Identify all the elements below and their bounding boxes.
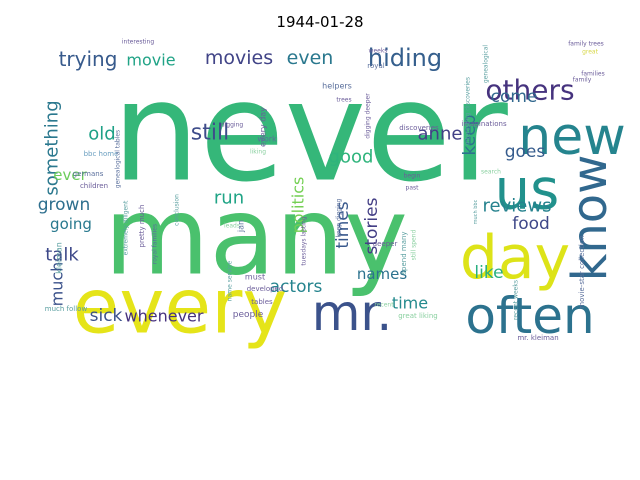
word-stories: stories — [362, 197, 382, 254]
chart-title: 1944-01-28 — [276, 13, 364, 31]
word-us: us — [495, 158, 560, 223]
word-keep-digging: keep digging — [336, 198, 343, 237]
word-grown: grown — [38, 195, 91, 215]
word-goes: goes — [505, 142, 546, 162]
word-like: like — [474, 263, 503, 283]
word-time: time — [392, 294, 428, 313]
word-interesting-discoveries: interesting discoveries — [465, 77, 472, 145]
word-past: past — [406, 185, 420, 192]
word-movie: movie — [126, 51, 175, 70]
word-sick: sick — [90, 306, 123, 326]
word-liking: liking — [250, 149, 266, 156]
word-movie-star-collection: movie-star collection — [578, 235, 586, 308]
word-keep: keep — [460, 115, 480, 156]
word-search: search — [481, 169, 501, 176]
word-even: even — [287, 47, 334, 69]
word-every-day: every day — [259, 107, 268, 147]
word-times: times — [333, 201, 353, 248]
word-family-trees: family trees — [568, 41, 604, 48]
word-families: families — [581, 71, 604, 78]
word-helpers: helpers — [322, 82, 352, 91]
word-pretty-much: pretty much — [138, 205, 146, 248]
word-discoveries: discoveries — [399, 124, 439, 132]
word-name-service: name service — [227, 260, 234, 301]
word-anne: anne — [418, 124, 463, 145]
word-trying: trying — [59, 47, 118, 71]
word-trees: trees — [336, 97, 351, 104]
word-kleiman: kleiman — [55, 242, 64, 274]
word-know: know — [562, 155, 618, 282]
word-every: every — [73, 262, 288, 351]
word-tuesdays-lasting: tuesdays lasting — [301, 216, 308, 265]
word-names: names — [357, 265, 408, 283]
word-movies: movies — [205, 47, 273, 69]
word-jan: jan — [237, 220, 246, 233]
word-extremely-diligent: extremely diligent — [123, 200, 130, 255]
word-day: day — [460, 223, 570, 293]
word-much-follow: much follow — [45, 305, 88, 313]
word-much-bbc: much bbc — [473, 199, 479, 224]
word-recent-weeks: recent weeks — [513, 280, 520, 320]
word-interesting: interesting — [122, 39, 154, 46]
word-come: come — [491, 87, 538, 107]
word-must: must — [245, 273, 265, 282]
word-new: new — [518, 107, 625, 167]
word-actors: actors — [270, 277, 323, 297]
word-often: often — [465, 287, 594, 345]
word-politics: politics — [289, 177, 308, 234]
word-others: others — [485, 74, 574, 107]
word-children: children — [80, 182, 108, 190]
word-genealogical: genealogical — [483, 45, 490, 83]
word-something: something — [42, 100, 63, 195]
word-mr-kleiman: mr. kleiman — [517, 334, 558, 342]
word-great-liking: great liking — [398, 312, 438, 320]
word-many: many — [104, 175, 408, 300]
word-great: great — [582, 49, 599, 56]
word-spend-many: spend many — [400, 231, 408, 274]
word-old: old — [88, 124, 115, 145]
word-still-spend: still spend — [411, 229, 418, 260]
word-hiding: hiding — [368, 44, 442, 72]
word-run: run — [214, 188, 244, 209]
word-work: work — [257, 135, 277, 144]
word-deeper: deeper — [373, 240, 398, 248]
word-going: going — [50, 215, 92, 233]
word-begin: begin — [404, 173, 421, 180]
word-weeks: weeks — [369, 48, 388, 55]
word-ever: ever — [53, 166, 87, 184]
word-people: people — [233, 310, 264, 320]
word-germans: germans — [73, 170, 104, 178]
word-royal: royal — [367, 62, 384, 70]
word-talk: talk — [45, 245, 79, 266]
word-family: family — [573, 77, 592, 84]
word-food: food — [512, 214, 550, 234]
word-recent: recent — [374, 302, 394, 309]
word-tables: tables — [251, 298, 273, 306]
word-conclusion: conclusion — [174, 194, 181, 226]
word-still: still — [191, 121, 229, 146]
word-imaginations: imaginations — [461, 120, 507, 128]
word-leads: leads — [224, 223, 240, 230]
word-whenever: whenever — [125, 307, 204, 326]
word-digging: digging — [221, 122, 244, 129]
word-much: much — [48, 262, 67, 307]
word-digging-deeper: digging deeper — [365, 93, 372, 139]
word-never: never — [112, 52, 508, 213]
word-developed: developed — [247, 285, 284, 293]
word-good: good — [329, 147, 374, 168]
word-bbc-home: bbc home — [84, 150, 119, 158]
word-mr: mr. — [312, 284, 393, 342]
word-royal-families: royal families — [152, 224, 159, 264]
word-genealogical-tables: genealogical tables — [115, 130, 122, 188]
word-reviews: reviews — [483, 196, 552, 217]
